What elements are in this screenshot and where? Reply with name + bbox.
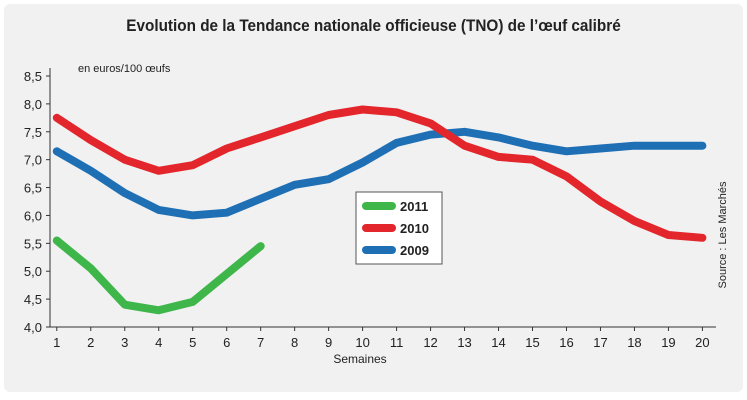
legend-label-2010: 2010 xyxy=(400,221,429,236)
x-tick-label: 6 xyxy=(223,335,230,350)
y-tick-label: 4,0 xyxy=(24,320,42,335)
x-tick-label: 9 xyxy=(325,335,332,350)
chart-title: Evolution de la Tendance nationale offic… xyxy=(126,16,621,35)
source-note: Source : Les Marchés xyxy=(717,181,729,288)
x-tick-label: 3 xyxy=(121,335,128,350)
x-tick-label: 5 xyxy=(189,335,196,350)
x-tick-label: 16 xyxy=(559,335,573,350)
x-tick-label: 18 xyxy=(627,335,641,350)
x-tick-label: 8 xyxy=(291,335,298,350)
x-tick-label: 7 xyxy=(257,335,264,350)
y-tick-label: 7,5 xyxy=(24,125,42,140)
x-axis-label: Semaines xyxy=(333,352,386,366)
x-tick-label: 13 xyxy=(457,335,471,350)
x-tick-label: 4 xyxy=(155,335,162,350)
y-tick-label: 7,0 xyxy=(24,153,42,168)
legend-label-2009: 2009 xyxy=(400,243,429,258)
x-tick-label: 20 xyxy=(695,335,709,350)
x-tick-label: 2 xyxy=(87,335,94,350)
x-tick-label: 17 xyxy=(593,335,607,350)
x-tick-label: 12 xyxy=(423,335,437,350)
x-tick-label: 19 xyxy=(661,335,675,350)
x-tick-label: 1 xyxy=(53,335,60,350)
legend-label-2011: 2011 xyxy=(400,199,428,214)
series-line-2010 xyxy=(52,105,707,242)
y-tick-label: 6,5 xyxy=(24,181,42,196)
y-tick-label: 5,5 xyxy=(24,236,42,251)
x-tick-label: 14 xyxy=(491,335,505,350)
series-line-2011 xyxy=(52,236,265,315)
y-tick-label: 8,5 xyxy=(24,69,42,84)
x-tick-label: 10 xyxy=(355,335,369,350)
x-tick-label: 15 xyxy=(525,335,539,350)
x-tick-label: 11 xyxy=(390,335,404,350)
y-tick-label: 8,0 xyxy=(24,97,42,112)
series-line-2009 xyxy=(52,127,707,220)
y-tick-label: 4,5 xyxy=(24,292,42,307)
y-tick-label: 5,0 xyxy=(24,264,42,279)
y-tick-label: 6,0 xyxy=(24,208,42,223)
y-axis-label: en euros/100 œufs xyxy=(78,63,171,75)
